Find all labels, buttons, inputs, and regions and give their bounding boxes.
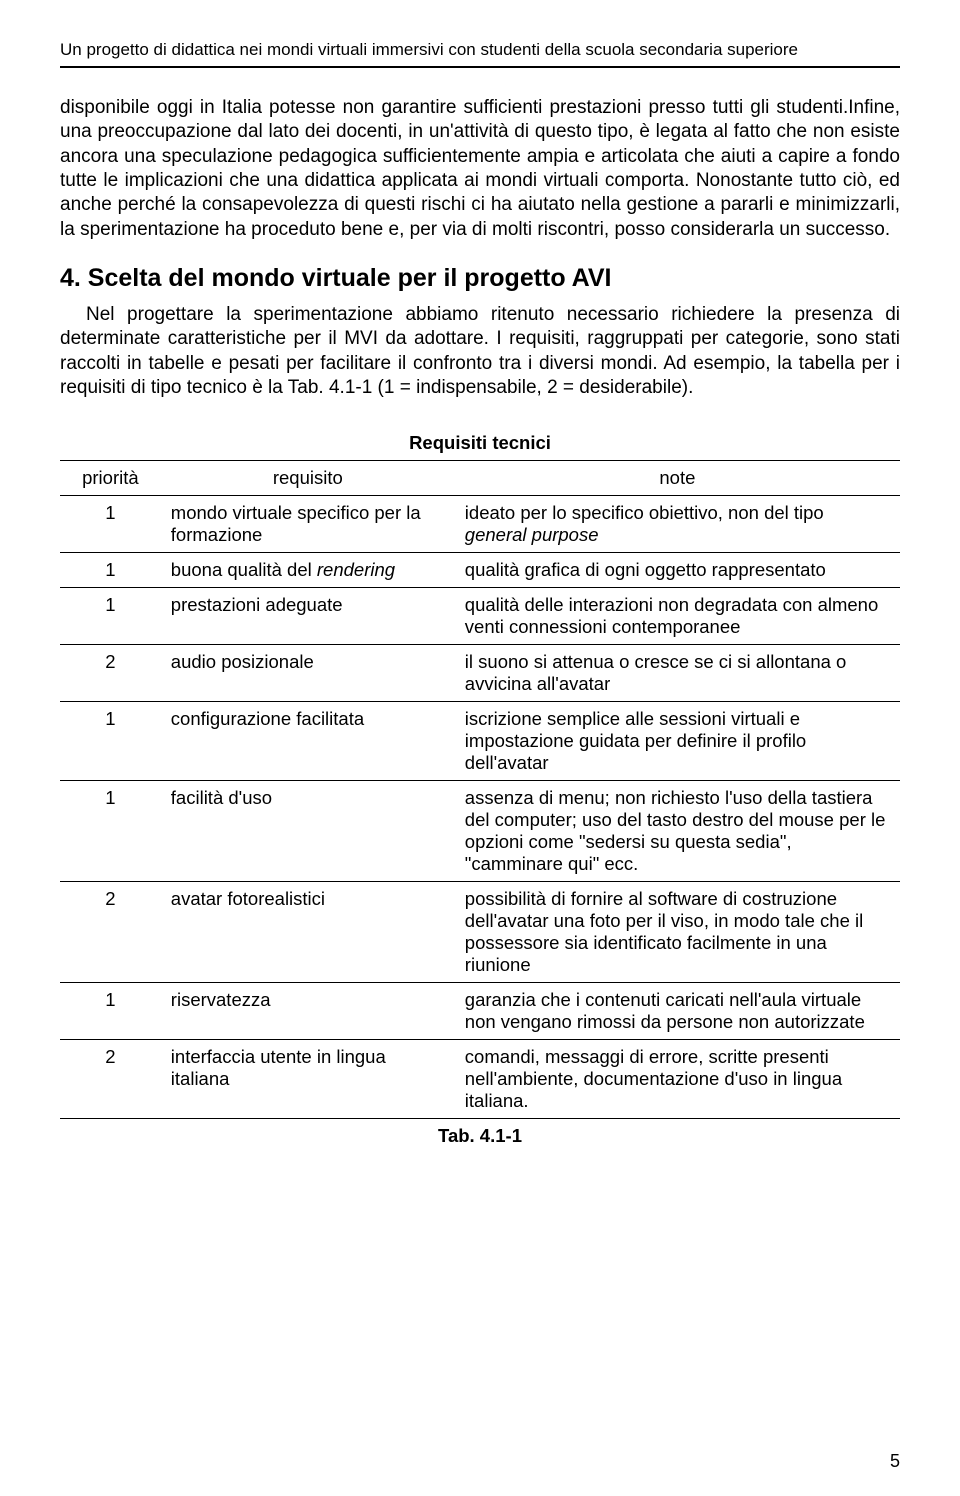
table-row: 1buona qualità del renderingqualità graf… — [60, 553, 900, 588]
cell-requirement: configurazione facilitata — [161, 702, 455, 781]
table-row: 1mondo virtuale specifico per la formazi… — [60, 496, 900, 553]
cell-notes: comandi, messaggi di errore, scritte pre… — [455, 1040, 900, 1119]
cell-priority: 1 — [60, 781, 161, 882]
section-heading: 4. Scelta del mondo virtuale per il prog… — [60, 264, 900, 293]
table-row: 1riservatezzagaranzia che i contenuti ca… — [60, 983, 900, 1040]
cell-notes: qualità delle interazioni non degradata … — [455, 588, 900, 645]
col-requirement: requisito — [161, 461, 455, 496]
cell-notes: garanzia che i contenuti caricati nell'a… — [455, 983, 900, 1040]
cell-priority: 2 — [60, 882, 161, 983]
table-row: 1prestazioni adeguatequalità delle inter… — [60, 588, 900, 645]
col-notes: note — [455, 461, 900, 496]
cell-notes: qualità grafica di ogni oggetto rapprese… — [455, 553, 900, 588]
cell-requirement: mondo virtuale specifico per la formazio… — [161, 496, 455, 553]
cell-requirement: riservatezza — [161, 983, 455, 1040]
cell-priority: 1 — [60, 553, 161, 588]
cell-priority: 1 — [60, 983, 161, 1040]
cell-notes: assenza di menu; non richiesto l'uso del… — [455, 781, 900, 882]
table-row: 2interfaccia utente in lingua italianaco… — [60, 1040, 900, 1119]
cell-notes: ideato per lo specifico obiettivo, non d… — [455, 496, 900, 553]
cell-notes: il suono si attenua o cresce se ci si al… — [455, 645, 900, 702]
cell-notes: iscrizione semplice alle sessioni virtua… — [455, 702, 900, 781]
col-priority: priorità — [60, 461, 161, 496]
cell-requirement: prestazioni adeguate — [161, 588, 455, 645]
table-row: 2avatar fotorealisticipossibilità di for… — [60, 882, 900, 983]
cell-priority: 2 — [60, 645, 161, 702]
running-header: Un progetto di didattica nei mondi virtu… — [60, 40, 900, 68]
paragraph-section: Nel progettare la sperimentazione abbiam… — [60, 303, 900, 400]
requirements-table: Requisiti tecnici priorità requisito not… — [60, 422, 900, 1119]
cell-requirement: buona qualità del rendering — [161, 553, 455, 588]
cell-requirement: avatar fotorealistici — [161, 882, 455, 983]
page-number: 5 — [890, 1451, 900, 1472]
cell-priority: 1 — [60, 496, 161, 553]
cell-notes: possibilità di fornire al software di co… — [455, 882, 900, 983]
table-title: Requisiti tecnici — [60, 422, 900, 461]
table-row: 2audio posizionaleil suono si attenua o … — [60, 645, 900, 702]
table-caption: Tab. 4.1-1 — [60, 1125, 900, 1147]
cell-priority: 1 — [60, 588, 161, 645]
cell-priority: 1 — [60, 702, 161, 781]
cell-requirement: interfaccia utente in lingua italiana — [161, 1040, 455, 1119]
cell-requirement: audio posizionale — [161, 645, 455, 702]
cell-priority: 2 — [60, 1040, 161, 1119]
paragraph-intro: disponibile oggi in Italia potesse non g… — [60, 96, 900, 242]
cell-requirement: facilità d'uso — [161, 781, 455, 882]
table-row: 1facilità d'usoassenza di menu; non rich… — [60, 781, 900, 882]
table-row: 1configurazione facilitataiscrizione sem… — [60, 702, 900, 781]
